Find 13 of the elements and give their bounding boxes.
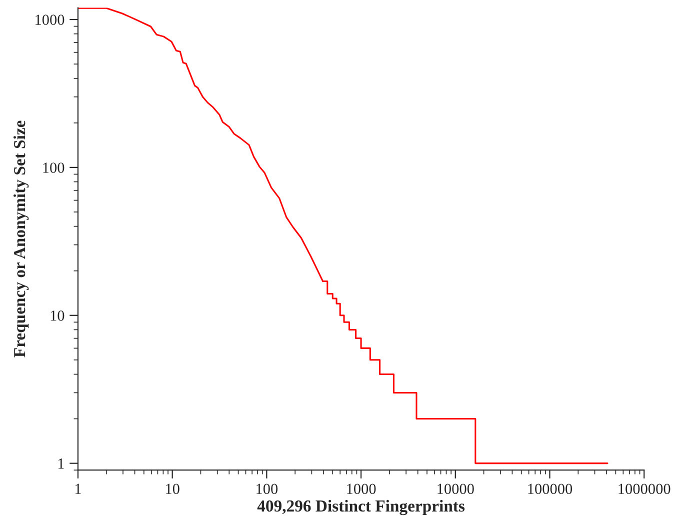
x-tick-label: 100000: [528, 484, 572, 494]
y-axis-title: Frequency or Anonymity Set Size: [14, 120, 29, 358]
x-tick-label: 1000000: [618, 484, 670, 494]
x-tick-label: 1000: [347, 484, 376, 494]
y-tick-label: 1000: [36, 14, 64, 25]
x-tick-label: 10000: [438, 484, 474, 494]
y-tick-label: 1: [58, 458, 64, 469]
x-tick-label: 10: [166, 484, 180, 494]
y-tick-label: 10: [50, 310, 64, 321]
x-tick-label: 1: [75, 484, 81, 494]
y-tick-label: 100: [43, 162, 64, 173]
x-tick-label: 100: [256, 484, 278, 494]
x-axis-title: 409,296 Distinct Fingerprints: [257, 500, 465, 516]
